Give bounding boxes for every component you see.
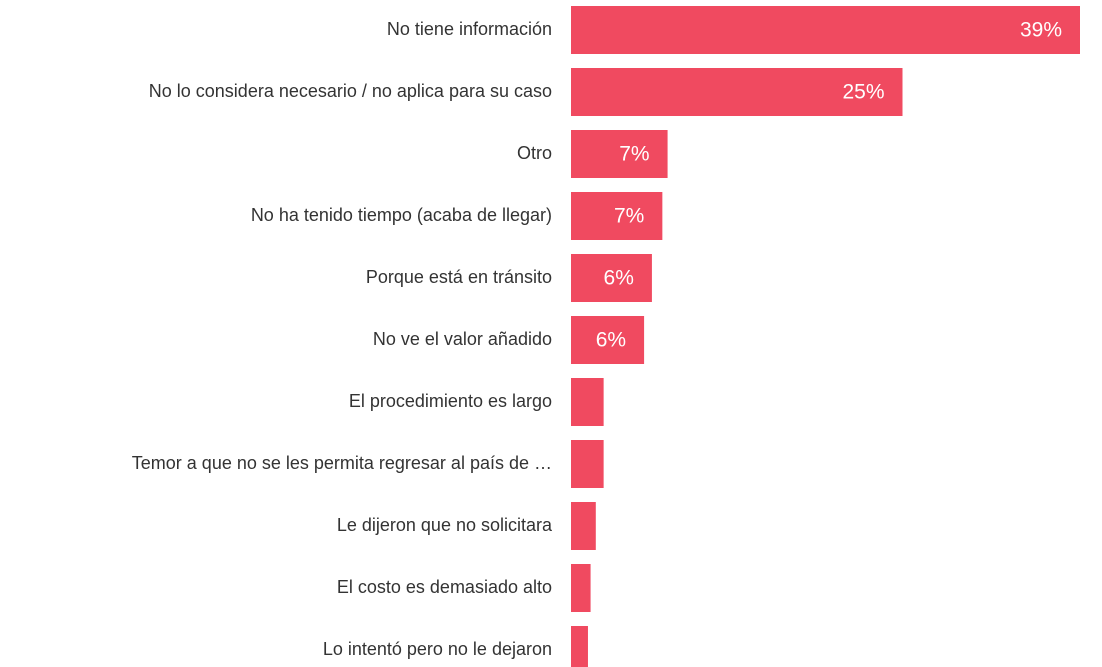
category-label: Lo intentó pero no le dejaron [323,639,552,659]
bar [571,254,652,302]
bar [571,378,604,426]
value-label: 6% [604,267,634,290]
bar [571,502,596,550]
bar [571,6,1080,54]
bar [571,440,604,488]
category-label: Porque está en tránsito [366,267,552,287]
bar [571,192,663,240]
value-label: 39% [1020,19,1062,42]
bar [571,68,903,116]
category-label: Temor a que no se les permita regresar a… [132,453,552,473]
category-label: Otro [517,143,552,163]
value-label: 7% [614,205,644,228]
value-label: 6% [596,329,626,352]
category-label: Le dijeron que no solicitara [337,515,553,535]
category-label: No lo considera necesario / no aplica pa… [149,81,552,101]
category-label: El costo es demasiado alto [337,577,552,597]
category-label: No ha tenido tiempo (acaba de llegar) [251,205,552,225]
bar [571,564,591,612]
category-label: No ve el valor añadido [373,329,552,349]
bar [571,626,588,667]
value-label: 25% [842,81,884,104]
bar [571,130,668,178]
category-label: No tiene información [387,19,552,39]
category-label: El procedimiento es largo [349,391,552,411]
bar [571,316,645,364]
value-label: 7% [619,143,649,166]
